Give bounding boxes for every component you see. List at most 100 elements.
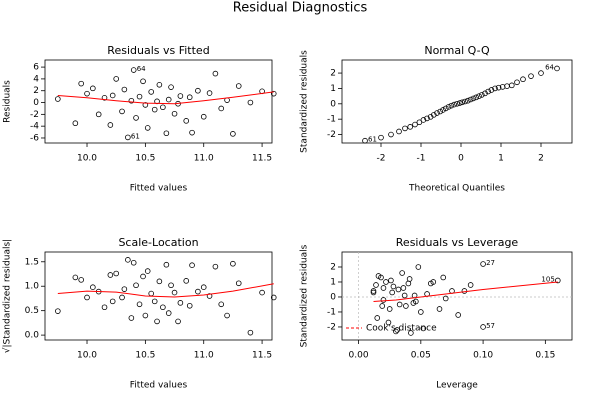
- point: [467, 282, 474, 288]
- point: [442, 295, 449, 302]
- point: [370, 288, 377, 294]
- point: [151, 298, 158, 305]
- point: [427, 280, 434, 287]
- point: [121, 86, 128, 93]
- point: [183, 118, 190, 124]
- point: [495, 84, 502, 91]
- point: [407, 124, 414, 130]
- point: [492, 85, 498, 92]
- point: [72, 120, 79, 127]
- point: [418, 309, 424, 315]
- point: [401, 292, 408, 299]
- point: [480, 261, 486, 267]
- point: [171, 110, 178, 117]
- point: [415, 264, 422, 270]
- point: [456, 100, 463, 106]
- y-tick-label: 1: [330, 277, 336, 287]
- point: [168, 282, 174, 289]
- point: [482, 90, 488, 97]
- point: [95, 111, 102, 118]
- point: [440, 274, 447, 281]
- point: [136, 301, 143, 308]
- point: [462, 98, 468, 105]
- point: [386, 306, 393, 312]
- y-tick-label: -6: [30, 133, 39, 143]
- point: [410, 300, 417, 306]
- point: [160, 304, 166, 311]
- point: [119, 108, 125, 115]
- point: [224, 312, 230, 319]
- point-label: 57: [486, 322, 495, 330]
- point: [186, 302, 193, 309]
- panel-title: Residuals vs Fitted: [107, 44, 209, 57]
- point: [514, 79, 520, 86]
- point: [144, 125, 151, 131]
- point: [140, 78, 146, 85]
- y-tick-label: 1.0: [25, 282, 40, 292]
- y-tick-label: 2: [33, 86, 39, 96]
- x-axis-label: Fitted values: [130, 184, 188, 194]
- point: [388, 131, 394, 138]
- x-tick-label: 10.5: [135, 154, 155, 164]
- point: [383, 279, 389, 285]
- x-tick-label: -2: [377, 154, 386, 164]
- point: [151, 106, 158, 113]
- point: [144, 268, 151, 274]
- point: [148, 89, 155, 95]
- point: [485, 88, 492, 95]
- point: [408, 330, 414, 336]
- point: [235, 83, 242, 89]
- point: [235, 280, 242, 287]
- point: [420, 117, 427, 123]
- x-tick-label: 0.10: [473, 351, 493, 361]
- y-tick-label: 1: [330, 84, 336, 94]
- point-label: 64: [137, 65, 146, 73]
- y-tick-label: 4: [33, 74, 39, 84]
- point: [247, 99, 254, 106]
- x-tick-label: -1: [417, 154, 426, 164]
- point: [473, 94, 480, 101]
- point: [396, 128, 402, 135]
- point: [380, 285, 387, 291]
- y-tick-label: 0.0: [25, 331, 40, 341]
- point: [171, 289, 178, 296]
- point: [455, 312, 461, 318]
- point: [528, 73, 534, 79]
- y-tick-label: -2: [327, 322, 336, 332]
- point: [420, 325, 427, 332]
- point: [388, 277, 394, 284]
- x-tick-label: 0.15: [535, 351, 555, 361]
- point: [461, 288, 468, 294]
- point: [156, 278, 163, 285]
- point: [163, 261, 170, 268]
- point: [270, 294, 277, 301]
- point: [78, 277, 84, 283]
- point: [230, 260, 236, 267]
- point: [78, 80, 84, 87]
- point: [454, 101, 460, 107]
- y-tick-label: 0: [330, 99, 336, 109]
- point: [165, 96, 172, 103]
- x-tick-label: 11.0: [194, 351, 214, 361]
- point: [136, 93, 143, 100]
- point: [393, 328, 399, 335]
- point: [128, 97, 135, 104]
- point: [177, 93, 184, 99]
- x-tick-label: 2: [538, 154, 544, 164]
- y-tick-label: 1.5: [25, 257, 39, 267]
- point: [375, 273, 382, 279]
- x-tick-label: 0: [458, 154, 464, 164]
- point: [183, 278, 190, 284]
- point: [440, 107, 446, 113]
- point: [451, 101, 458, 108]
- point: [130, 67, 137, 73]
- y-tick-label: 0: [33, 98, 39, 108]
- point: [554, 65, 560, 72]
- smooth-line: [57, 283, 274, 298]
- point: [399, 270, 405, 276]
- point: [84, 90, 90, 97]
- y-tick-label: -2: [30, 110, 39, 120]
- point: [101, 95, 108, 101]
- panel-title: Normal Q-Q: [424, 44, 490, 57]
- point: [189, 129, 195, 136]
